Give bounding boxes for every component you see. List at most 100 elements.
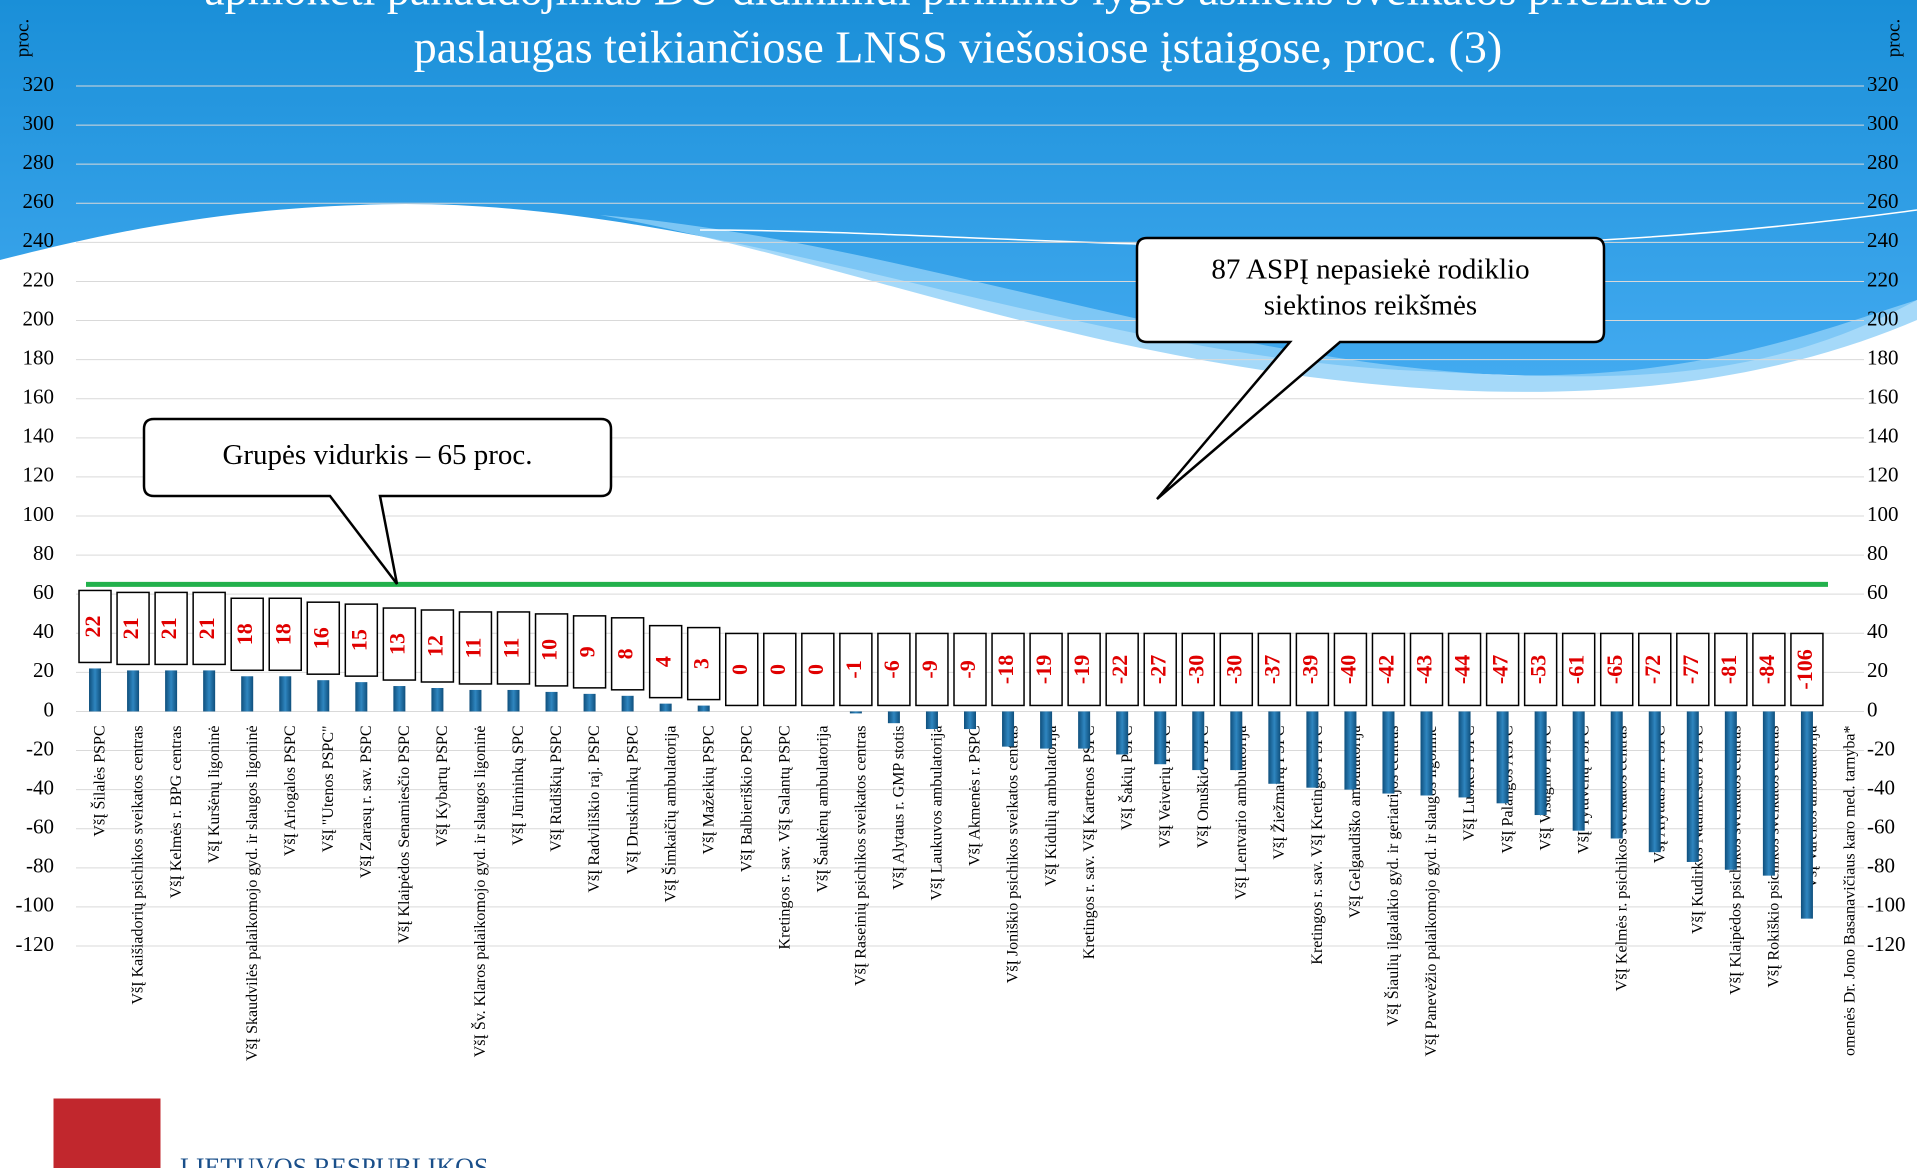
value-label: 11: [460, 638, 485, 659]
x-tick-label: VšĮ Radviliškio raj. PSPC: [586, 725, 603, 892]
y2-tick-label: 220: [1867, 267, 1899, 291]
value-label: -65: [1602, 655, 1627, 684]
value-label: -43: [1412, 655, 1437, 684]
x-tick-label: VšĮ Šaukėnų ambulatorija: [813, 725, 832, 892]
bar: [964, 711, 976, 729]
x-tick-label: Kretingos r. sav. VšĮ Kartenos PSPC: [1081, 725, 1098, 959]
bar: [1192, 711, 1204, 770]
x-tick-label: VšĮ Raseinių psichikos sveikatos centras: [853, 725, 870, 985]
bar: [1763, 711, 1775, 875]
y2-tick-label: 0: [1867, 697, 1878, 721]
bar: [1421, 711, 1433, 795]
value-label: 21: [118, 617, 143, 639]
slide: LIETUVOS RESPUBLIKOS apmokėti panaudojim…: [0, 0, 1917, 1168]
bar: [127, 670, 139, 711]
value-label: -30: [1221, 655, 1246, 684]
bar: [1116, 711, 1128, 754]
y-tick-label: -100: [16, 893, 55, 917]
y2-tick-label: 280: [1867, 150, 1899, 174]
value-label: -77: [1678, 655, 1703, 684]
bar: [698, 706, 710, 712]
bar: [1344, 711, 1356, 789]
y-tick-label: 300: [23, 111, 55, 135]
value-label: -19: [1031, 655, 1056, 684]
x-tick-label: VšĮ Šimkaičių ambulatorija: [660, 725, 679, 902]
value-label: -30: [1183, 655, 1208, 684]
x-tick-label: VšĮ Kidulių ambulatorija: [1043, 725, 1060, 886]
y-tick-label: 0: [44, 697, 55, 721]
value-label: 16: [308, 627, 333, 649]
x-tick-label: VšĮ Šilalės PSPC: [90, 725, 109, 836]
bar: [1497, 711, 1509, 803]
bar: [1268, 711, 1280, 783]
x-tick-label: VšĮ Skaudvilės palaikomojo gyd. ir slaug…: [244, 725, 261, 1061]
value-label: -47: [1488, 655, 1513, 684]
y-tick-label: 120: [23, 463, 55, 487]
value-label: -19: [1069, 655, 1094, 684]
x-tick-label: VšĮ Laukuvos ambulatorija: [929, 725, 946, 900]
y2-tick-label: 200: [1867, 306, 1899, 330]
value-label: -9: [917, 660, 942, 678]
y-tick-label: 260: [23, 189, 55, 213]
y-tick-label: -60: [26, 815, 54, 839]
x-tick-label: VšĮ Mažeikių PSPC: [700, 725, 717, 854]
x-tick-label: VšĮ Rūdiškių PSPC: [548, 725, 565, 851]
bar: [165, 670, 177, 711]
value-label: -37: [1259, 655, 1284, 684]
x-tick-label: VšĮ Klaipėdos Senamiesčio PSPC: [396, 725, 413, 943]
value-label: -61: [1564, 655, 1589, 684]
logo-shield: [52, 1097, 162, 1168]
page: LIETUVOS RESPUBLIKOS apmokėti panaudojim…: [0, 0, 1917, 1168]
y-tick-label: 80: [33, 541, 54, 565]
x-tick-label: VšĮ Druskininkų PSPC: [624, 725, 641, 873]
bar: [1382, 711, 1394, 793]
value-label: 10: [537, 639, 562, 661]
value-label: 9: [575, 646, 600, 657]
y-tick-label: 60: [33, 580, 54, 604]
value-label: 8: [613, 648, 638, 659]
bar: [507, 690, 519, 712]
bar: [393, 686, 405, 711]
bar: [622, 696, 634, 712]
bar: [1154, 711, 1166, 764]
y2-tick-label: -120: [1867, 932, 1906, 956]
value-label: -106: [1792, 649, 1817, 689]
callout-text: 87 ASPĮ nepasiekė rodiklio: [1211, 254, 1529, 286]
y-tick-label: 200: [23, 306, 55, 330]
y-tick-label: 100: [23, 502, 55, 526]
x-tick-label: VšĮ Alytaus r. GMP stotis: [891, 725, 908, 889]
value-label: 21: [156, 617, 181, 639]
value-label: 0: [765, 664, 790, 675]
y-tick-label: 160: [23, 385, 55, 409]
bar: [926, 711, 938, 729]
value-label: -72: [1640, 655, 1665, 684]
value-label: -1: [841, 660, 866, 678]
y2-tick-label: 180: [1867, 345, 1899, 369]
y2-tick-label: 40: [1867, 619, 1888, 643]
callout-text: Grupės vidurkis – 65 proc.: [222, 439, 532, 471]
bar: [1573, 711, 1585, 830]
bar: [1801, 711, 1813, 918]
bar: [279, 676, 291, 711]
bar: [1649, 711, 1661, 852]
bar: [1078, 711, 1090, 748]
bar: [317, 680, 329, 711]
value-label: 4: [651, 656, 676, 667]
bar: [888, 711, 900, 723]
y-tick-label: 20: [33, 658, 54, 682]
y-tick-label: 280: [23, 150, 55, 174]
value-label: -40: [1335, 655, 1360, 684]
value-label: -6: [879, 660, 904, 678]
y-tick-label: 240: [23, 228, 55, 252]
y2-tick-label: 20: [1867, 658, 1888, 682]
y2-tick-label: -20: [1867, 736, 1895, 760]
bar: [241, 676, 253, 711]
value-label: 0: [803, 664, 828, 675]
logo-text: LIETUVOS RESPUBLIKOS: [180, 1153, 488, 1168]
y2-tick-label: 140: [1867, 424, 1899, 448]
bar: [1535, 711, 1547, 815]
y2-tick-label: 240: [1867, 228, 1899, 252]
x-tick-label: VšĮ Zarasų r. sav. PSPC: [358, 725, 375, 878]
y2-tick-label: 160: [1867, 385, 1899, 409]
value-label: 22: [80, 615, 105, 637]
